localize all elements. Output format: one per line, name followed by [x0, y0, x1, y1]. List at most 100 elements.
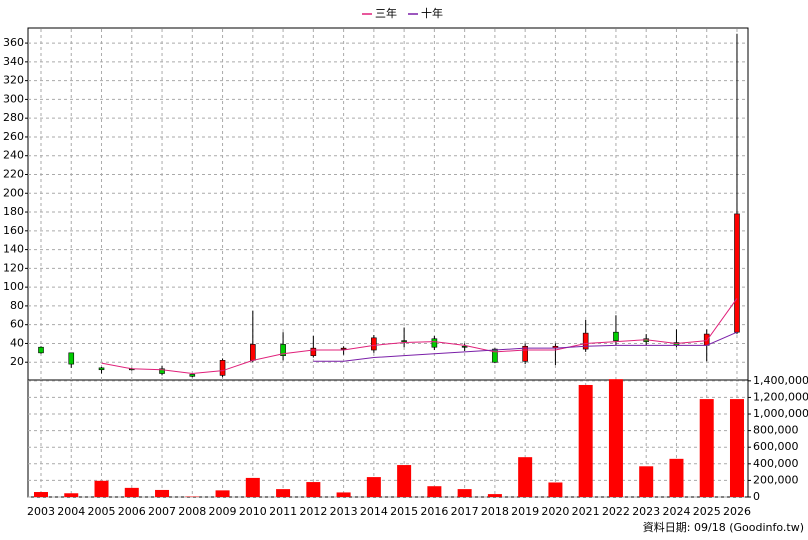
candle-body: [492, 348, 498, 363]
x-tick-label: 2015: [390, 505, 418, 518]
volume-bar: [336, 492, 351, 497]
candle-body: [401, 340, 407, 342]
y-tick-label: 80: [10, 299, 24, 312]
candle-body: [38, 346, 44, 354]
candle-body: [189, 374, 196, 377]
y2-tick-label: 1,200,000: [753, 390, 808, 403]
candle-body: [219, 360, 226, 376]
candle-body: [280, 344, 286, 356]
candle-body: [582, 332, 589, 350]
candle-body: [340, 347, 347, 350]
candle-body: [734, 213, 740, 333]
y-tick-label: 320: [3, 74, 24, 87]
candle-body: [461, 345, 468, 348]
candle-body: [522, 345, 528, 362]
x-tick-label: 2023: [632, 505, 660, 518]
candle-body: [98, 367, 105, 371]
x-tick-label: 2018: [481, 505, 509, 518]
candle-body: [250, 344, 256, 361]
y-tick-label: 300: [3, 92, 24, 105]
footer: 資料日期: 09/18 (Goodinfo.tw): [643, 520, 804, 534]
candle-body: [371, 337, 377, 351]
x-tick-label: 2022: [602, 505, 630, 518]
candle-body: [159, 368, 165, 374]
plot-frame: [27, 27, 749, 498]
y-tick-label: 40: [10, 336, 24, 349]
y-tick-label: 20: [10, 355, 24, 368]
y2-tick-label: 400,000: [753, 457, 799, 470]
y-tick-label: 280: [3, 111, 24, 124]
y2-tick-label: 0: [753, 490, 760, 503]
x-tick-label: 2019: [511, 505, 539, 518]
legend-label: 十年: [421, 6, 443, 20]
volume-bar: [64, 493, 79, 497]
x-tick-label: 2012: [299, 505, 327, 518]
y2-tick-label: 600,000: [753, 440, 799, 453]
x-tick-label: 2025: [693, 505, 721, 518]
volume-bar: [397, 465, 412, 497]
volume-bar: [124, 487, 139, 497]
volume-bar: [34, 492, 48, 497]
volume-bar: [306, 482, 321, 497]
y-tick-label: 220: [3, 167, 24, 180]
candle-body: [613, 331, 619, 341]
x-tick-label: 2010: [239, 505, 267, 518]
y-tick-label: 340: [3, 55, 24, 68]
y2-tick-label: 1,400,000: [753, 374, 808, 387]
x-tick-label: 2007: [148, 505, 176, 518]
x-tick-label: 2016: [420, 505, 448, 518]
candle-body: [310, 347, 317, 356]
candle-body: [431, 338, 438, 348]
volume-bar: [155, 489, 170, 497]
y-tick-label: 360: [3, 36, 24, 49]
volume-bar: [245, 477, 260, 497]
volume-bar: [699, 399, 714, 497]
y-tick-label: 180: [3, 205, 24, 218]
volume-bar: [518, 457, 533, 497]
x-tick-label: 2011: [269, 505, 297, 518]
x-tick-label: 2013: [330, 505, 358, 518]
volume-bar: [548, 482, 563, 497]
x-tick-label: 2006: [118, 505, 146, 518]
x-tick-label: 2009: [209, 505, 237, 518]
x-tick-label: 2017: [451, 505, 479, 518]
ma-line: [313, 331, 738, 362]
y-tick-label: 200: [3, 186, 24, 199]
candle-body: [703, 333, 710, 346]
ma-line: [101, 298, 738, 374]
volume-bar: [639, 466, 654, 497]
volume-bar: [276, 489, 291, 497]
y-tick-label: 240: [3, 149, 24, 162]
y-tick-label: 260: [3, 130, 24, 143]
volume-bar: [487, 494, 502, 497]
volume-bar: [94, 480, 109, 497]
legend-label: 三年: [375, 6, 397, 20]
y2-tick-label: 200,000: [753, 473, 799, 486]
volume-bar: [215, 490, 230, 497]
y2-tick-label: 1,000,000: [753, 407, 808, 420]
volume-bar: [729, 399, 744, 497]
y-tick-label: 100: [3, 280, 24, 293]
candle-body: [68, 352, 75, 365]
volume-bar: [578, 384, 593, 497]
y-tick-label: 60: [10, 318, 24, 331]
volume-bar: [669, 458, 684, 497]
x-tick-label: 2008: [178, 505, 206, 518]
y-tick-label: 160: [3, 224, 24, 237]
x-tick-label: 2026: [723, 505, 751, 518]
y-tick-label: 120: [3, 261, 24, 274]
x-tick-label: 2005: [88, 505, 116, 518]
volume-bar: [427, 486, 442, 497]
x-tick-label: 2021: [572, 505, 600, 518]
x-tick-label: 2020: [541, 505, 569, 518]
volume-bar: [366, 477, 381, 497]
volume-bar: [608, 379, 623, 497]
y-tick-label: 140: [3, 243, 24, 256]
volume-bar: [457, 489, 472, 497]
x-tick-label: 2004: [57, 505, 85, 518]
y2-tick-label: 800,000: [753, 424, 799, 437]
x-tick-label: 2024: [662, 505, 690, 518]
x-tick-label: 2014: [360, 505, 388, 518]
x-tick-label: 2003: [27, 505, 55, 518]
